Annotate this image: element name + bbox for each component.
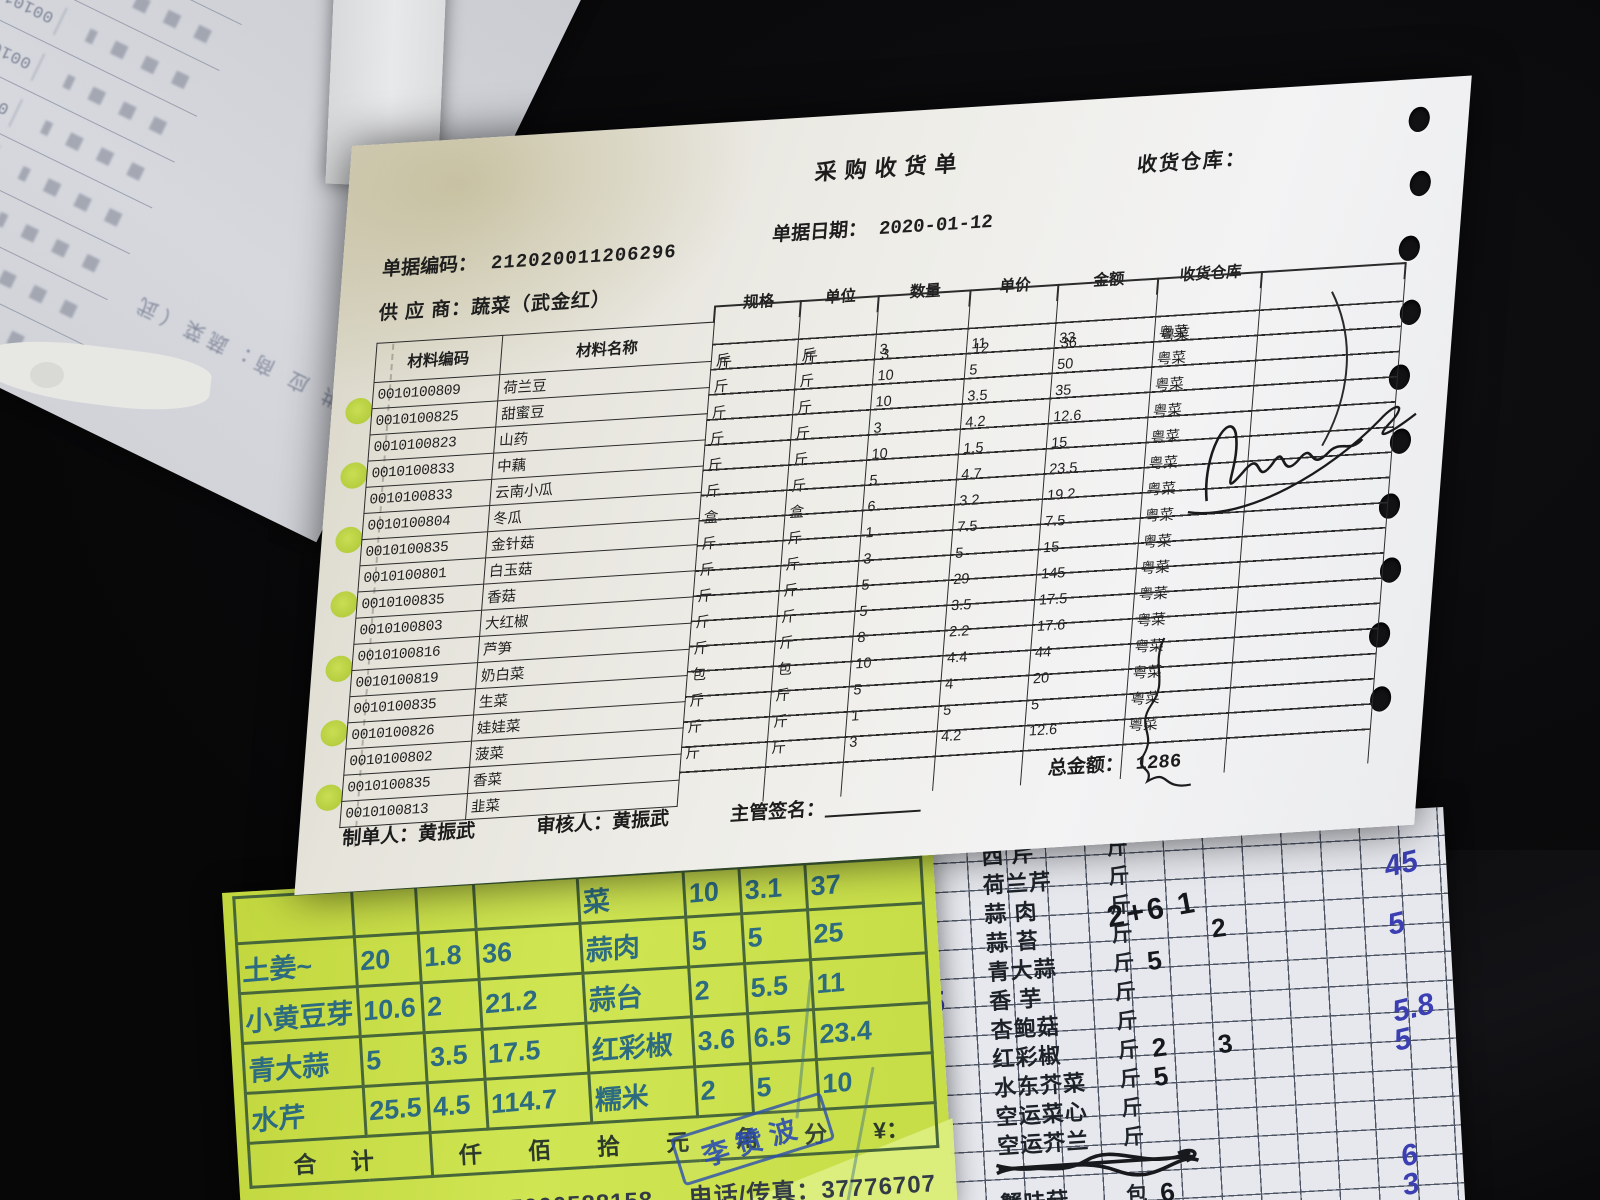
grid-item-unit: 斤 xyxy=(1115,1009,1139,1034)
sprocket-hole xyxy=(1397,235,1421,262)
green-cell xyxy=(415,883,477,933)
grid-item-unit: 包 xyxy=(1125,1183,1148,1200)
green-cell: 菜 xyxy=(577,871,686,924)
grid-item-unit: 斤 xyxy=(1111,922,1134,947)
supplier-name: 蔬菜（武金红） xyxy=(470,288,612,319)
grid-item-unit: 斤 xyxy=(1117,1038,1140,1063)
grid-item-unit: 斤 xyxy=(1107,864,1131,889)
green-cell: 小黄豆芽 xyxy=(239,986,361,1044)
green-cell: 17.5 xyxy=(482,1023,589,1080)
purchase-receipt: 采购收货单 收货仓库： 单据编码： 212020011206296 单据日期： 20… xyxy=(294,75,1472,896)
shifted-border-vertical xyxy=(1056,283,1060,302)
green-cell: 3.1 xyxy=(738,863,808,914)
shifted-border-vertical xyxy=(712,305,716,323)
receipt-table-wrap: 材料编码材料名称规格斤单位斤数量3单价12金额36收货仓库粤菜001010080… xyxy=(339,262,1407,828)
green-cell: 5 xyxy=(685,913,745,967)
shifted-border-vertical xyxy=(968,289,972,307)
green-cell: 5.5 xyxy=(744,959,814,1014)
doc-date-line: 单据日期： 2020-01-12 xyxy=(771,210,994,246)
grid-row: 6 xyxy=(906,1131,1463,1191)
total-amount: 1286 xyxy=(1134,750,1183,776)
grid-value: 2 xyxy=(1150,1031,1169,1063)
green-cell: 5 xyxy=(741,909,811,964)
green-sprocket-dot xyxy=(319,719,349,748)
green-cell: 114.7 xyxy=(485,1073,592,1130)
green-cell xyxy=(473,877,580,930)
shifted-border-vertical xyxy=(1155,277,1159,295)
doc-number: 212020011206296 xyxy=(490,240,678,275)
supplier-line: 供 应 商：蔬菜（武金红） xyxy=(377,288,612,325)
green-cell: 11 xyxy=(810,952,930,1010)
green-cell: 蒜台 xyxy=(582,966,692,1024)
grid-value: 5 xyxy=(1145,944,1164,977)
green-cell: 青大蒜 xyxy=(242,1036,364,1094)
green-cell: 2 xyxy=(688,963,748,1017)
grid-item-unit: 斤 xyxy=(1112,951,1136,976)
warehouse-label: 收货仓库： xyxy=(1136,147,1248,177)
green-cell: 水芹 xyxy=(245,1086,367,1144)
shifted-border-vertical xyxy=(798,300,802,318)
grid-value: 5 xyxy=(1151,1060,1170,1092)
green-cell: 5 xyxy=(360,1032,428,1087)
green-cell: 25 xyxy=(807,902,927,960)
grid-item-unit: 斤 xyxy=(1114,980,1137,1005)
fax-number: 37776707 xyxy=(820,1170,937,1200)
green-cell: 红彩椒 xyxy=(585,1016,695,1074)
crossed-out-scribble xyxy=(995,1148,1200,1177)
shifted-border-lines xyxy=(679,300,1403,774)
green-cell: 10 xyxy=(816,1052,936,1110)
green-cell: 4.5 xyxy=(427,1079,488,1133)
doc-number-line: 单据编码： 212020011206296 xyxy=(381,240,678,281)
phone-numbers: 13761361696 15900588158 xyxy=(330,1187,654,1200)
fax-label: 电话/传真： xyxy=(688,1177,823,1200)
torn-paper-scrap-small xyxy=(30,362,64,388)
green-cell: 2 xyxy=(421,979,483,1033)
checker-line: 审核人：黄振武 xyxy=(535,808,670,838)
green-sprocket-dot xyxy=(324,654,354,683)
grid-value: 2 xyxy=(1209,911,1228,944)
green-cell: 3.6 xyxy=(691,1013,751,1067)
maker-name: 黄振武 xyxy=(417,820,476,846)
green-sprocket-dot xyxy=(344,397,374,426)
green-cell: 10 xyxy=(683,867,742,918)
green-cell: 土姜~ xyxy=(236,936,358,994)
green-cell: 25.5 xyxy=(363,1082,431,1137)
grid-value: 6 xyxy=(1158,1176,1177,1200)
green-cell: 20 xyxy=(354,932,422,987)
green-cell: 37 xyxy=(804,857,924,910)
green-sprocket-dot xyxy=(329,590,359,619)
green-cell: 1.8 xyxy=(418,929,480,983)
green-cell: 3.5 xyxy=(424,1029,486,1083)
green-cell: 36 xyxy=(476,923,583,980)
signature-blank xyxy=(824,809,921,818)
green-cell: 2 xyxy=(694,1063,754,1117)
green-receipt: 菜 10 3.1 37 土姜~ 20 1.8 36 蒜肉 5 5 25 小黄豆芽 10.6 2 21.2 蒜台 2… xyxy=(222,850,954,1200)
sprocket-hole xyxy=(1408,170,1432,197)
grid-item-unit: 斤 xyxy=(1120,1096,1144,1121)
green-total-label: 合 计 xyxy=(248,1132,433,1188)
shifted-border-vertical xyxy=(1403,262,1407,280)
signer-line: 主管签名： xyxy=(729,793,921,826)
green-cell: 10.6 xyxy=(357,982,425,1037)
receipt-title: 采购收货单 xyxy=(813,150,966,186)
green-cell: 21.2 xyxy=(479,973,586,1030)
doc-date: 2020-01-12 xyxy=(878,210,994,241)
shifted-border-vertical xyxy=(876,295,880,313)
green-sprocket-dot xyxy=(339,461,369,490)
green-cell xyxy=(351,887,419,937)
checker-name: 黄振武 xyxy=(611,808,670,834)
green-cell: 蒜肉 xyxy=(579,917,689,974)
green-sprocket-dot xyxy=(314,783,344,812)
maker-line: 制单人：黄振武 xyxy=(341,820,476,851)
green-sprocket-dot xyxy=(334,526,364,554)
green-cell xyxy=(233,890,355,944)
grid-value: 3 xyxy=(1216,1027,1235,1060)
green-cell: 糯米 xyxy=(588,1066,698,1123)
shifted-border-vertical xyxy=(1259,271,1263,289)
grid-item-unit: 斤 xyxy=(1119,1067,1142,1092)
green-cell: 23.4 xyxy=(813,1002,933,1060)
sprocket-hole xyxy=(1407,106,1431,133)
